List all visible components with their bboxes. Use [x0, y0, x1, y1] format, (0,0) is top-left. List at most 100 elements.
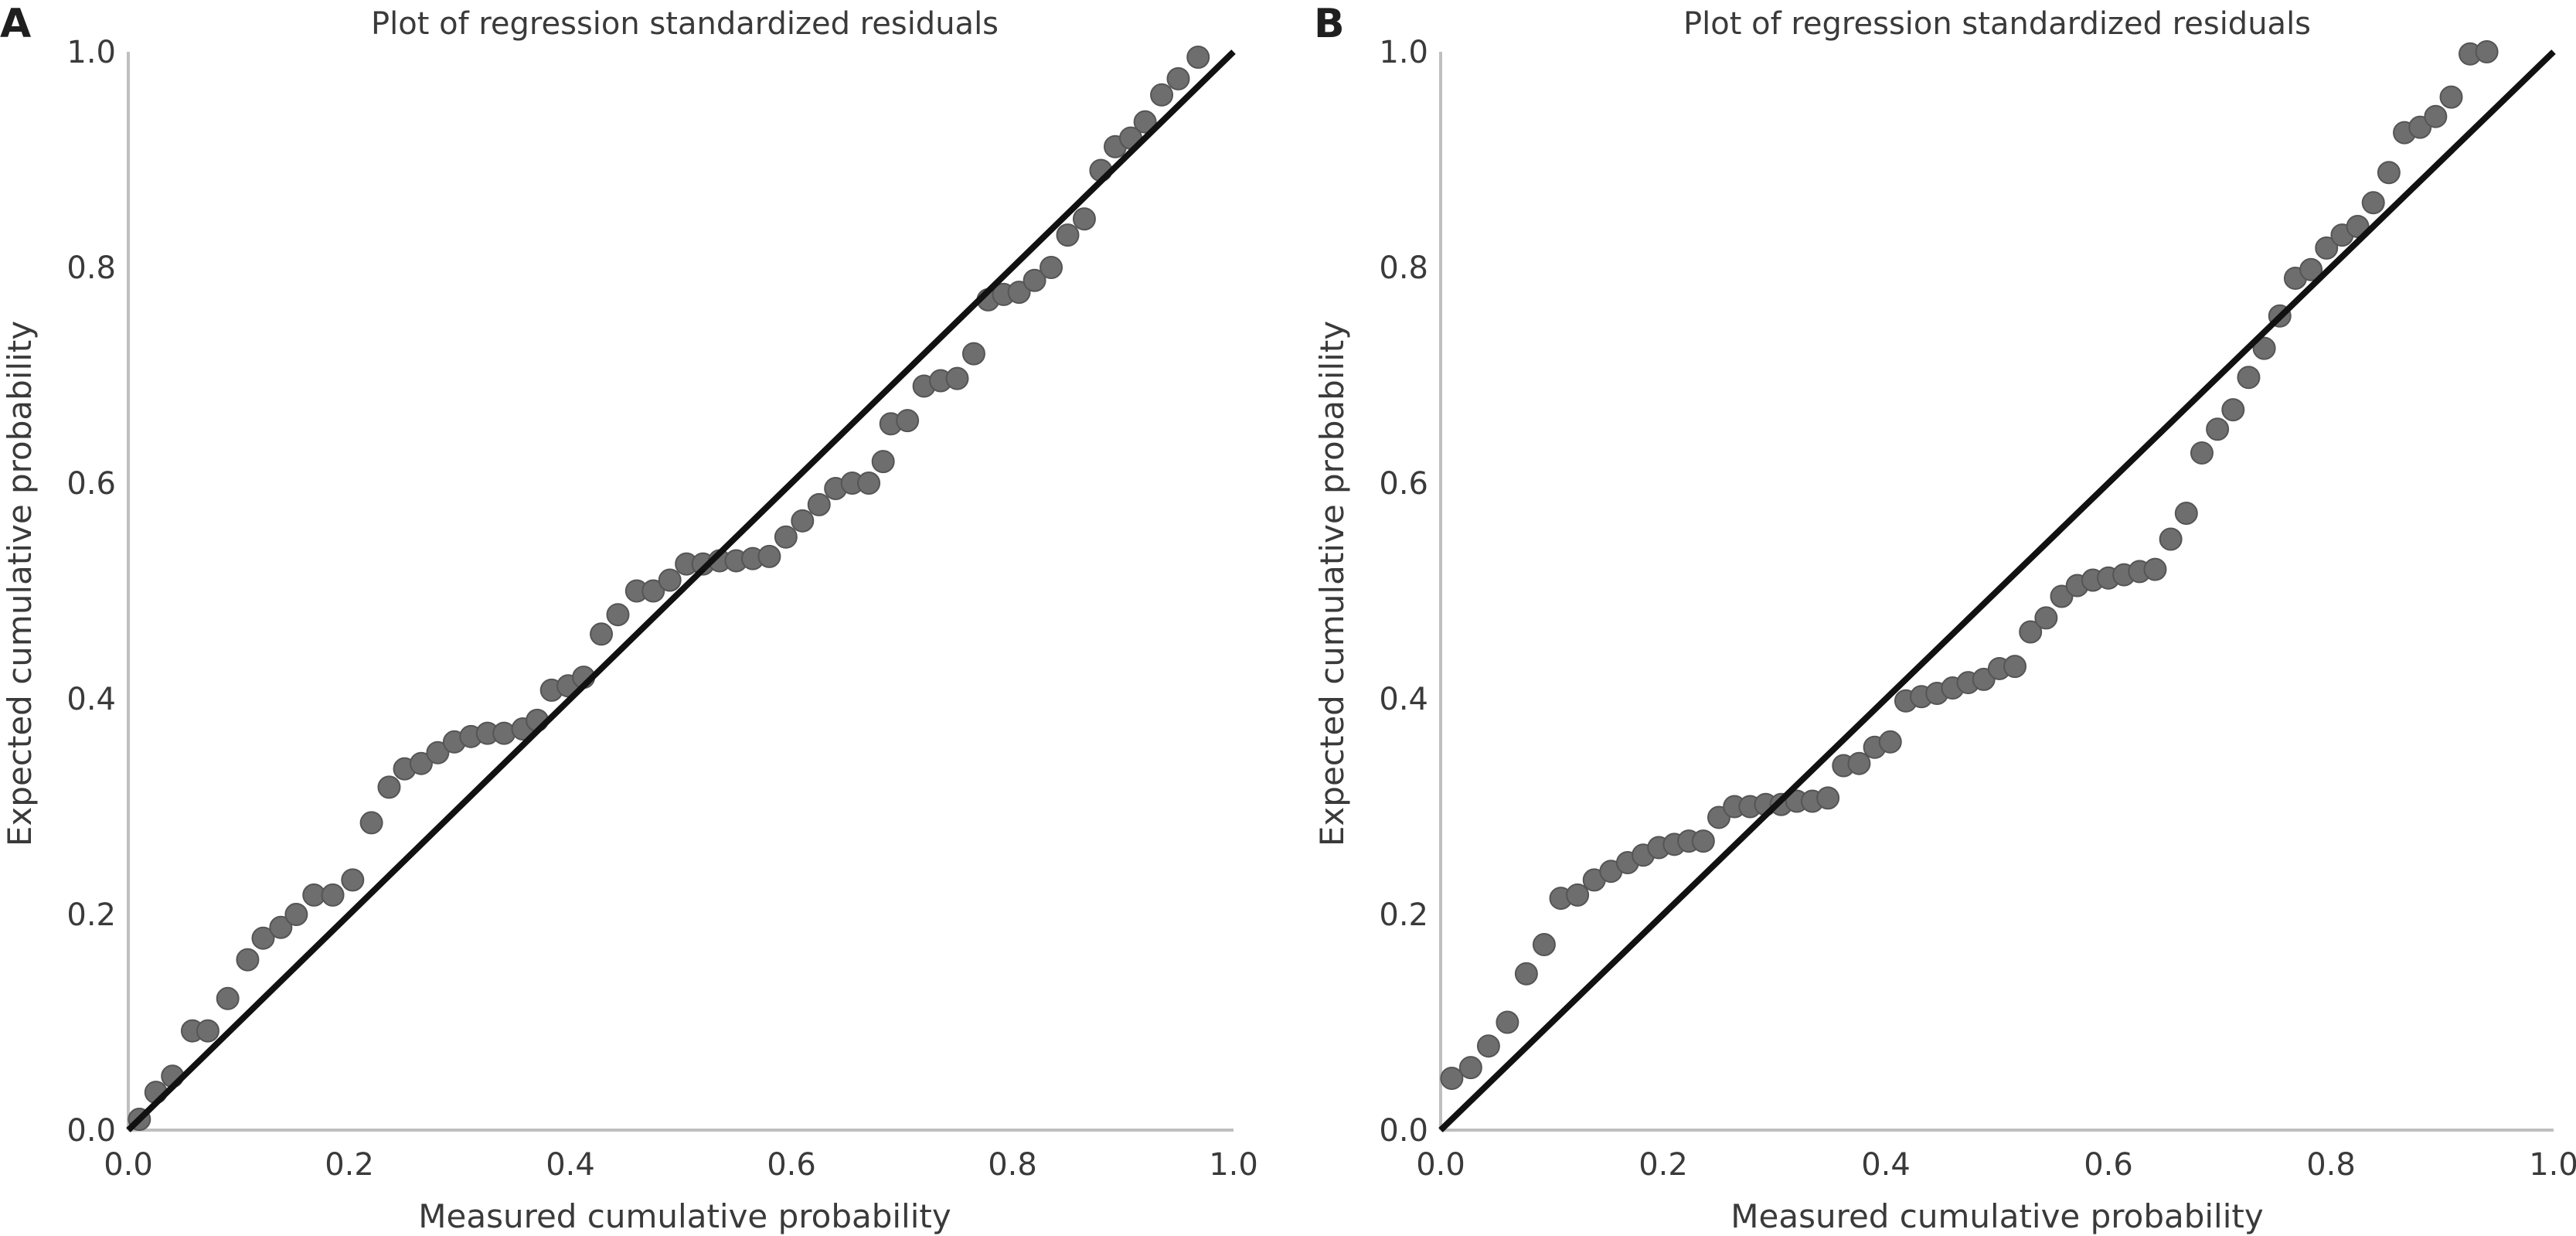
reference-line: [1438, 49, 2556, 1132]
panel-a: A Plot of regression standardized residu…: [0, 1, 1258, 1235]
x-tick-label: 0.8: [988, 1147, 1037, 1183]
y-tick-label: 1.0: [1379, 35, 1428, 70]
data-point: [2190, 441, 2214, 465]
data-point: [2424, 104, 2448, 128]
data-point: [1496, 1010, 1519, 1034]
data-point: [641, 579, 665, 603]
y-tick-label: 0.4: [66, 682, 116, 717]
panel-letter: B: [1314, 1, 1345, 47]
data-point: [341, 868, 365, 892]
data-point: [658, 568, 682, 592]
data-point: [1514, 962, 1538, 986]
y-tick-label: 0.6: [66, 466, 116, 502]
data-point: [1440, 1067, 1464, 1091]
reference-line: [126, 49, 1236, 1132]
y-axis-label: Expected cumulative probability: [1313, 321, 1351, 846]
data-point: [1566, 883, 1590, 907]
data-point: [1007, 281, 1031, 305]
data-point: [1878, 730, 1902, 754]
data-point: [2206, 417, 2230, 441]
data-point: [2377, 161, 2401, 185]
data-point: [1476, 1034, 1500, 1058]
data-point: [284, 903, 308, 926]
data-point: [2174, 502, 2198, 526]
x-axis-label: Measured cumulative probability: [1730, 1197, 2263, 1235]
data-point: [2361, 191, 2385, 215]
data-point: [1816, 786, 1840, 810]
x-tick-label: 0.6: [2084, 1147, 2133, 1183]
data-point: [426, 741, 450, 764]
y-tick-label: 0.2: [1379, 897, 1428, 933]
data-point: [1072, 207, 1096, 231]
data-point: [1458, 1056, 1482, 1080]
data-point: [945, 366, 969, 390]
x-axis-label: Measured cumulative probability: [418, 1197, 951, 1235]
data-point: [2034, 606, 2058, 630]
chart-title: Plot of regression standardized residual…: [371, 6, 999, 42]
data-point: [1847, 751, 1871, 775]
y-tick-label: 0.4: [1379, 682, 1428, 717]
data-point: [807, 492, 831, 516]
y-tick-label: 0.8: [1379, 250, 1428, 286]
data-point: [857, 472, 881, 495]
data-point: [2221, 398, 2245, 422]
x-tick-label: 0.0: [1416, 1147, 1465, 1183]
x-tick-label: 0.2: [325, 1147, 374, 1183]
data-point: [409, 751, 433, 775]
data-point: [590, 622, 614, 646]
data-point: [1166, 66, 1190, 90]
data-point: [2143, 557, 2167, 581]
data-point: [251, 926, 275, 950]
data-point: [606, 603, 630, 627]
data-point: [492, 721, 516, 745]
data-point: [321, 883, 345, 907]
x-tick-label: 1.0: [1209, 1147, 1258, 1183]
data-point: [774, 525, 798, 549]
plot-area: [126, 45, 1236, 1132]
panel-letter: A: [0, 1, 31, 47]
data-point: [1150, 83, 1174, 107]
data-point: [757, 544, 781, 568]
data-point: [1186, 45, 1210, 69]
x-tick-label: 0.4: [546, 1147, 595, 1183]
data-point: [871, 450, 895, 474]
plot-area: [1438, 40, 2556, 1132]
panel-b: B Plot of regression standardized residu…: [1313, 1, 2576, 1235]
x-tick-label: 0.6: [767, 1147, 816, 1183]
x-tick-label: 0.8: [2306, 1147, 2356, 1183]
data-point: [236, 948, 260, 972]
data-point: [896, 409, 920, 433]
data-point: [196, 1019, 219, 1043]
data-point: [2439, 85, 2463, 109]
data-point: [1023, 268, 1046, 292]
x-tick-label: 0.4: [1861, 1147, 1911, 1183]
data-point: [1532, 933, 1556, 957]
data-point: [2019, 620, 2043, 644]
chart-title: Plot of regression standardized residual…: [1683, 6, 2311, 42]
x-tick-label: 1.0: [2529, 1147, 2576, 1183]
data-point: [1056, 223, 1080, 247]
data-point: [1133, 110, 1157, 134]
data-point: [1691, 829, 1715, 853]
y-tick-label: 1.0: [66, 35, 116, 70]
data-point: [2315, 236, 2339, 260]
data-point: [961, 342, 985, 366]
data-point: [2252, 336, 2276, 360]
data-point: [377, 775, 401, 799]
x-tick-label: 0.2: [1638, 1147, 1688, 1183]
y-tick-label: 0.0: [1379, 1113, 1428, 1149]
y-tick-label: 0.8: [66, 250, 116, 286]
data-point: [2475, 40, 2499, 63]
tick-labels: 0.0 0.2 0.4 0.6 0.8 1.0 0.0 0.2 0.4 0.6 0.8 1.0: [66, 35, 1257, 1183]
data-point: [216, 986, 240, 1010]
y-tick-label: 0.6: [1379, 466, 1428, 502]
data-point: [1040, 256, 1063, 279]
data-point: [791, 509, 815, 533]
y-tick-label: 0.0: [66, 1113, 116, 1149]
y-tick-label: 0.2: [66, 897, 116, 933]
tick-labels: 0.0 0.2 0.4 0.6 0.8 1.0 0.0 0.2 0.4 0.6 0.8 1.0: [1379, 35, 2576, 1183]
x-tick-label: 0.0: [104, 1147, 153, 1183]
data-point: [2159, 527, 2183, 551]
data-point: [359, 811, 383, 835]
